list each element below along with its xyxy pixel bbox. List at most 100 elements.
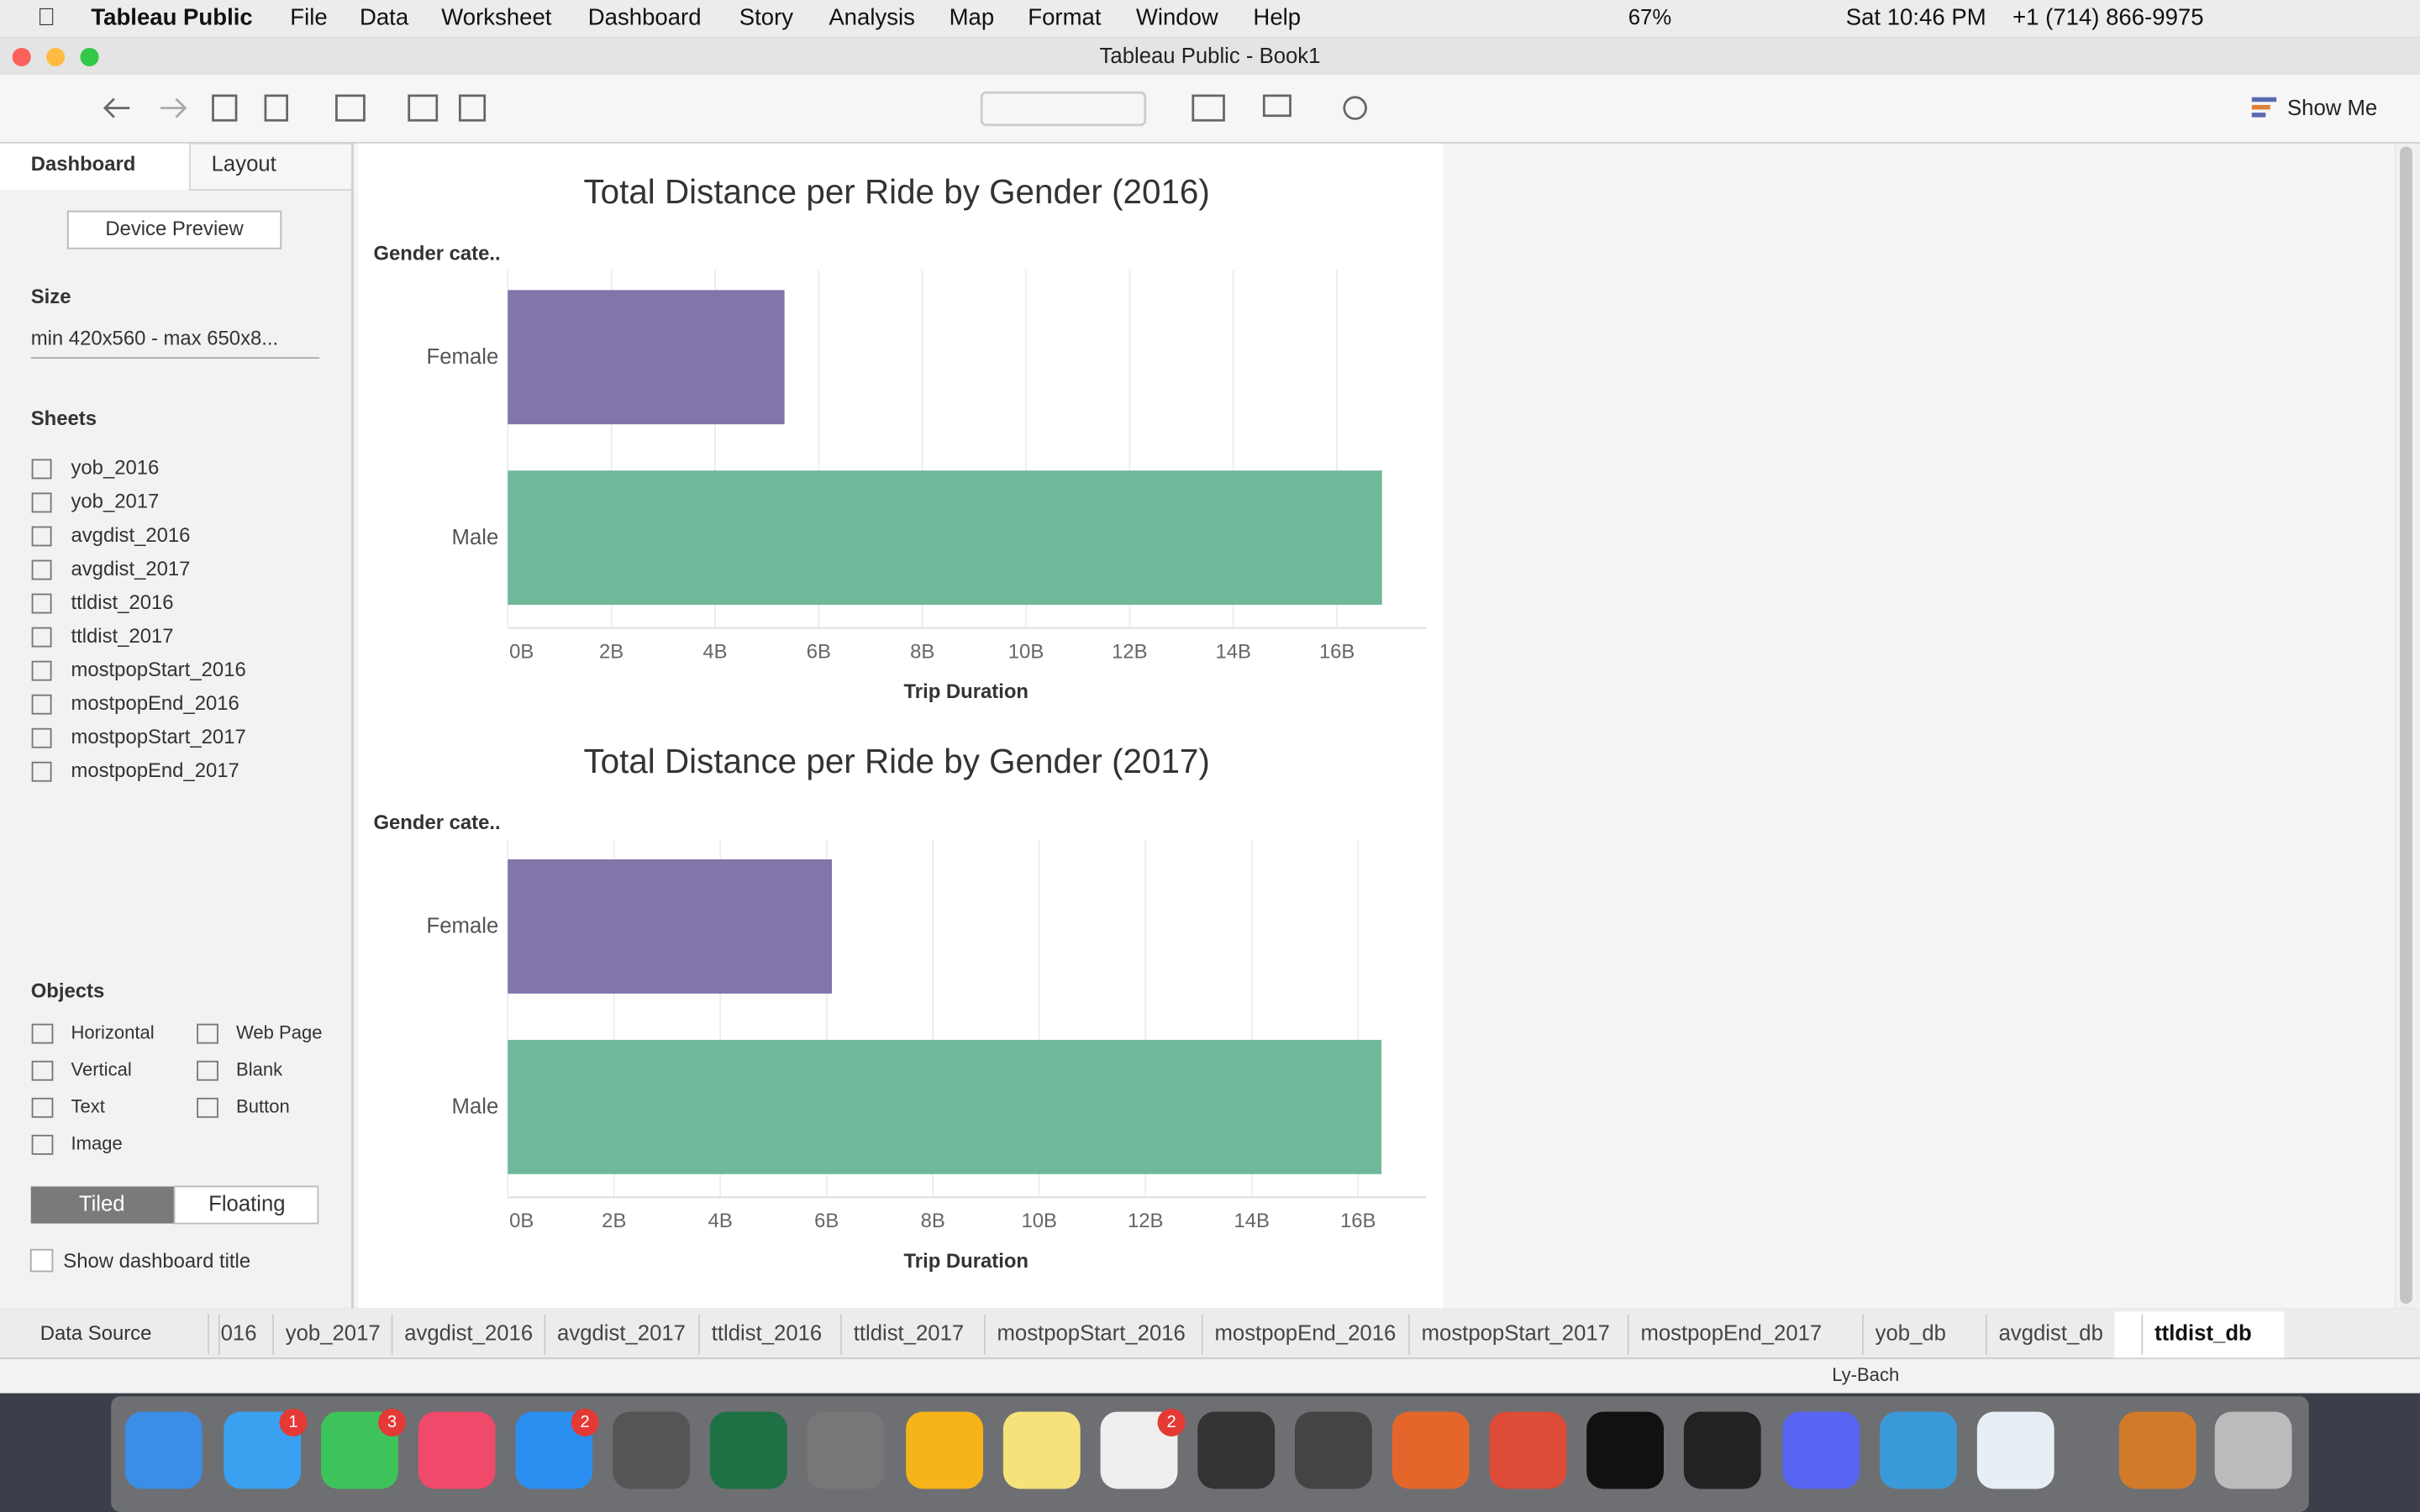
- redo-icon[interactable]: [160, 97, 187, 118]
- save-icon[interactable]: [212, 94, 238, 122]
- object-item[interactable]: Horizontal: [71, 1021, 154, 1042]
- sheet-item[interactable]: yob_2016: [71, 457, 159, 480]
- dock-icon[interactable]: [709, 1411, 787, 1489]
- sheet-tab[interactable]: ttldist_2016: [712, 1322, 822, 1346]
- sidebar-tab[interactable]: Dashboard: [31, 153, 136, 176]
- app-name[interactable]: Tableau Public: [91, 3, 252, 29]
- menu-item[interactable]: Story: [739, 3, 794, 29]
- menu-item[interactable]: Map: [950, 3, 995, 29]
- dock-icon[interactable]: [2118, 1411, 2196, 1489]
- floating-button[interactable]: [173, 1185, 319, 1225]
- phone[interactable]: +1 (714) 866-9975: [2012, 3, 2203, 29]
- sheet-tab[interactable]: mostpopStart_2016: [997, 1322, 1186, 1346]
- toolbar-icons[interactable]: [103, 91, 1367, 127]
- sheet-tab[interactable]: 016: [221, 1322, 257, 1346]
- dock-icon[interactable]: [1197, 1411, 1276, 1489]
- share-icon[interactable]: [1343, 96, 1367, 120]
- close-button[interactable]: [12, 47, 31, 66]
- dock-icon[interactable]: [124, 1411, 203, 1489]
- sheet-item[interactable]: ttldist_2017: [71, 625, 173, 648]
- object-item[interactable]: Image: [71, 1133, 122, 1154]
- bar[interactable]: [508, 859, 833, 994]
- menu-item[interactable]: Dashboard: [588, 3, 702, 29]
- data-source-tab[interactable]: Data Source: [40, 1322, 152, 1345]
- dock-icon[interactable]: [1976, 1411, 2054, 1489]
- dock-icon[interactable]: [515, 1411, 593, 1489]
- sheet-item[interactable]: yob_2017: [71, 491, 159, 513]
- dock-icon[interactable]: [906, 1411, 983, 1489]
- sidebar-tab[interactable]: Layout: [212, 152, 276, 176]
- sheet-tab[interactable]: mostpopStart_2017: [1422, 1322, 1610, 1346]
- dock-icon[interactable]: [613, 1411, 691, 1489]
- sheet-tab[interactable]: mostpopEnd_2016: [1215, 1322, 1397, 1346]
- floating[interactable]: Floating: [208, 1192, 285, 1215]
- dock-icon[interactable]: [2214, 1411, 2292, 1489]
- tiled-button[interactable]: [30, 1186, 175, 1224]
- menu-item[interactable]: Worksheet: [441, 3, 552, 29]
- sheet-tab[interactable]: avgdist_2017: [557, 1322, 686, 1346]
- new-sheet-icon[interactable]: [335, 94, 366, 122]
- object-item[interactable]: Blank: [236, 1059, 283, 1080]
- menu-item[interactable]: Window: [1136, 3, 1218, 29]
- device-preview[interactable]: Device Preview: [105, 218, 244, 240]
- sheet-item[interactable]: ttldist_2016: [71, 591, 173, 614]
- battery[interactable]: 67%: [1628, 6, 1671, 29]
- bar[interactable]: [508, 1039, 1382, 1174]
- sheet-item[interactable]: avgdist_2017: [71, 558, 190, 580]
- sheet-tab[interactable]: yob_db: [1876, 1322, 1946, 1346]
- sheet-item[interactable]: avgdist_2016: [71, 524, 190, 547]
- dock-icon[interactable]: [1683, 1411, 1761, 1489]
- sheet-item[interactable]: mostpopEnd_2017: [71, 759, 239, 782]
- dock-icon[interactable]: [1489, 1411, 1567, 1489]
- dock-icon[interactable]: [1586, 1411, 1664, 1489]
- sheet-tab[interactable]: mostpopEnd_2017: [1640, 1322, 1822, 1346]
- dock-icon[interactable]: [807, 1411, 885, 1489]
- dock-icon[interactable]: [321, 1411, 398, 1489]
- sheet-item[interactable]: mostpopStart_2016: [71, 659, 245, 681]
- apple-logo[interactable]: : [37, 3, 55, 31]
- duplicate-icon[interactable]: [408, 94, 439, 122]
- user[interactable]: Ly-Bach: [1832, 1364, 1899, 1385]
- show-title[interactable]: Show dashboard title: [63, 1250, 250, 1273]
- minimize-button[interactable]: [46, 47, 66, 66]
- dock-icon[interactable]: [1782, 1411, 1860, 1489]
- menu-item[interactable]: Format: [1028, 3, 1102, 29]
- clock[interactable]: Sat 10:46 PM: [1846, 3, 1986, 29]
- show-cards-icon[interactable]: [1192, 94, 1225, 122]
- tiled[interactable]: Tiled: [79, 1192, 125, 1215]
- dock-icon[interactable]: [1295, 1411, 1372, 1489]
- scroll-thumb[interactable]: [2400, 146, 2412, 1305]
- bar[interactable]: [508, 290, 785, 425]
- dock-icon[interactable]: [1100, 1411, 1178, 1489]
- menu-item[interactable]: Data: [360, 3, 409, 29]
- dock-icon[interactable]: [418, 1411, 496, 1489]
- presentation-icon[interactable]: [1262, 94, 1292, 118]
- new-datasource-icon[interactable]: [264, 94, 289, 122]
- undo-icon[interactable]: [103, 97, 130, 118]
- menu-item[interactable]: Help: [1253, 3, 1301, 29]
- dock-icon[interactable]: [1392, 1411, 1470, 1489]
- show-me[interactable]: Show Me: [2287, 97, 2377, 120]
- device-preview-button[interactable]: [66, 210, 282, 249]
- object-item[interactable]: Web Page: [236, 1021, 322, 1042]
- size-value[interactable]: min 420x560 - max 650x8...: [31, 327, 278, 349]
- sheet-tab[interactable]: ttldist_2017: [854, 1322, 964, 1346]
- sheet-tab[interactable]: avgdist_db: [1999, 1322, 2103, 1346]
- zoom-button[interactable]: [80, 47, 99, 66]
- menu-item[interactable]: Analysis: [829, 3, 915, 29]
- dock-icon[interactable]: [1880, 1411, 1957, 1489]
- object-item[interactable]: Text: [71, 1096, 104, 1117]
- bar[interactable]: [508, 470, 1382, 605]
- fit-dropdown[interactable]: [980, 91, 1147, 127]
- sheet-tab[interactable]: yob_2017: [286, 1322, 381, 1346]
- sheet-item[interactable]: mostpopEnd_2016: [71, 692, 239, 715]
- show-me-icon[interactable]: [2251, 97, 2277, 118]
- show-title-checkbox[interactable]: [29, 1248, 54, 1273]
- menu-item[interactable]: File: [290, 3, 327, 29]
- clear-icon[interactable]: [458, 94, 487, 122]
- object-item[interactable]: Button: [236, 1096, 290, 1117]
- layout-tab-bg[interactable]: [189, 142, 353, 191]
- sheet-tab[interactable]: ttldist_db: [2154, 1322, 2252, 1346]
- object-item[interactable]: Vertical: [71, 1059, 131, 1080]
- dock-icon[interactable]: [224, 1411, 302, 1489]
